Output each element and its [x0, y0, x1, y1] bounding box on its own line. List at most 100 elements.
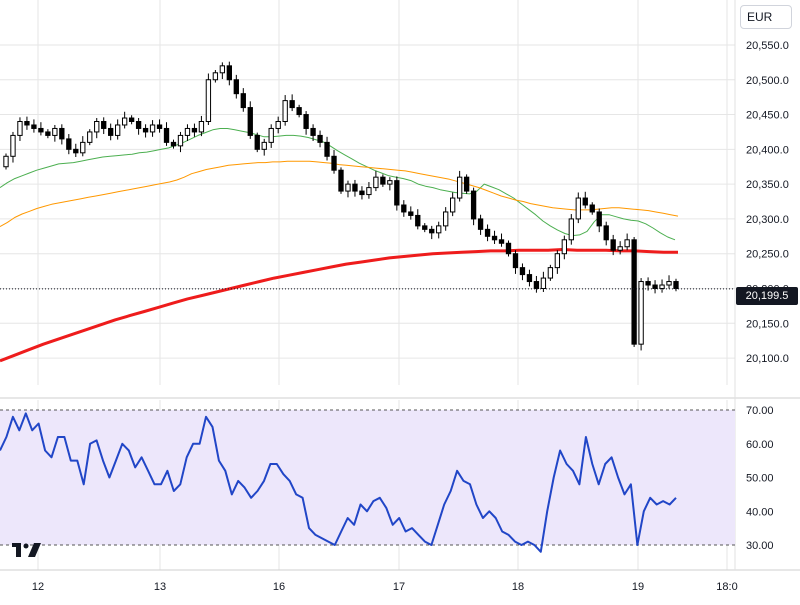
price-tick-label: 20,250.0	[746, 249, 789, 261]
candle	[198, 115, 205, 137]
tradingview-logo-icon	[12, 543, 41, 557]
candle	[142, 124, 149, 138]
candle-body	[666, 281, 672, 286]
candle-body	[296, 107, 302, 116]
candle	[422, 223, 428, 233]
candle	[240, 88, 246, 112]
candle	[66, 134, 72, 155]
candle-body	[142, 127, 149, 133]
candle	[310, 124, 316, 141]
candle	[163, 122, 170, 146]
candle-body	[303, 114, 309, 129]
candle-body	[519, 267, 526, 276]
candle-body	[561, 239, 567, 255]
candle	[659, 279, 665, 293]
last-price-label: 20,199.5	[745, 290, 789, 302]
moving-average-line	[0, 248, 678, 363]
candle-body	[226, 65, 232, 81]
candle-body	[73, 148, 79, 154]
candle-body	[268, 127, 274, 143]
candle-body	[331, 155, 337, 171]
candle	[498, 233, 505, 247]
last-price-tag: 20,199.5	[736, 287, 798, 305]
candle-body	[275, 121, 281, 129]
price-tick-label: 20,300.0	[746, 214, 789, 226]
candle	[268, 124, 274, 148]
candle	[401, 200, 407, 217]
moving-average-line	[0, 128, 676, 241]
candle-body	[645, 281, 651, 286]
candle	[547, 264, 554, 281]
candle-body	[52, 127, 58, 136]
candle-body	[247, 107, 253, 136]
candle-body	[617, 246, 623, 251]
candle	[289, 94, 295, 112]
candle	[666, 275, 672, 289]
candle	[191, 123, 198, 137]
logo-part	[16, 543, 21, 557]
candle-body	[484, 228, 491, 237]
candle	[387, 177, 393, 191]
candle	[484, 224, 491, 242]
candle-body	[512, 253, 519, 269]
candle	[429, 225, 435, 240]
candle	[31, 119, 37, 133]
candle	[303, 111, 309, 135]
candle	[212, 70, 219, 83]
candle	[652, 280, 658, 294]
candle	[282, 95, 288, 126]
candle-body	[324, 141, 330, 157]
rsi-tick-label: 40.00	[746, 506, 774, 518]
candle-body	[547, 267, 554, 279]
candle	[128, 115, 135, 125]
candle	[456, 170, 463, 202]
candle	[463, 174, 470, 194]
candle-body	[108, 127, 114, 136]
candle-body	[589, 204, 595, 213]
candle-body	[338, 169, 344, 192]
candle-body	[233, 79, 239, 95]
candle-body	[415, 214, 421, 227]
candle-body	[477, 218, 484, 230]
candle-body	[212, 72, 219, 81]
candle	[505, 240, 512, 257]
candle-body	[429, 228, 435, 234]
candle	[17, 117, 23, 141]
candle	[443, 207, 449, 231]
candle	[324, 136, 330, 161]
candle	[59, 124, 65, 145]
candle	[317, 130, 323, 148]
candle	[338, 167, 344, 194]
candle-body	[380, 176, 386, 185]
candle-body	[94, 121, 100, 133]
candle-body	[219, 65, 226, 74]
candle-body	[443, 211, 449, 227]
currency-selector[interactable]: EUR	[740, 5, 792, 29]
candle	[366, 182, 372, 199]
candle	[135, 118, 142, 135]
candle	[491, 230, 498, 244]
date-tick-label: 19	[632, 581, 644, 593]
candle-body	[673, 281, 679, 289]
logo-part	[28, 543, 41, 557]
candle-body	[345, 183, 351, 192]
candle-body	[659, 284, 665, 290]
candle-body	[317, 134, 323, 143]
candle-body	[631, 239, 637, 345]
candle-body	[310, 127, 316, 136]
candle-body	[115, 124, 121, 136]
candle	[261, 138, 267, 156]
candle-body	[45, 131, 51, 136]
candle	[436, 221, 442, 239]
candle	[101, 117, 107, 135]
candle-body	[240, 93, 246, 109]
candle	[73, 143, 79, 157]
candle	[331, 150, 337, 174]
candle-body	[149, 124, 156, 133]
date-tick-label: 13	[154, 581, 166, 593]
candle-body	[359, 190, 365, 196]
candle-body	[156, 124, 163, 129]
candle	[345, 180, 351, 198]
